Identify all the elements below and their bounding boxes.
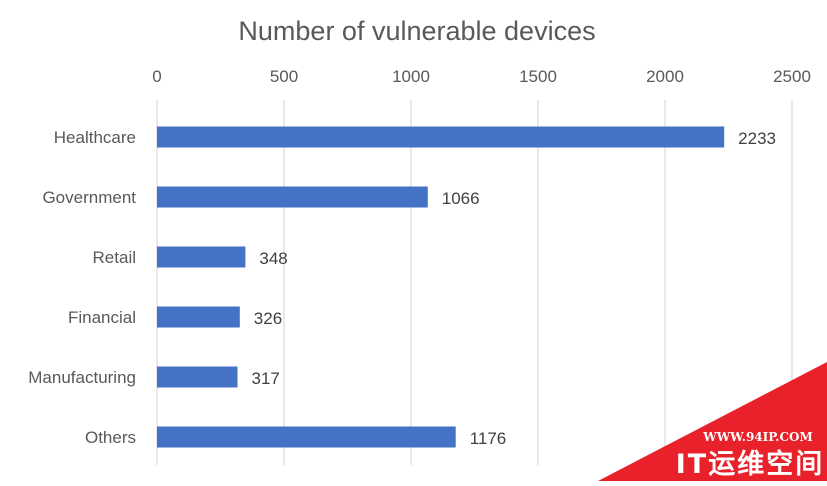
category-label-government: Government [42,188,136,207]
watermark-url: WWW.94IP.COM [702,430,813,444]
gridlines [156,100,793,465]
watermark-red-triangle [598,362,827,481]
category-label-healthcare: Healthcare [54,128,136,147]
data-label-others: 1176 [470,429,507,448]
bars [157,126,725,448]
x-tick-label-2500: 2500 [773,67,811,86]
bar-healthcare [157,126,725,148]
bar-retail [157,246,246,268]
x-tick-label-1000: 1000 [392,67,430,86]
watermark: WWW.94IP.COM IT运维空间 [598,362,827,481]
category-labels: Healthcare Government Retail Financial Manuf… [28,128,136,447]
x-axis-ticks: 0 500 1000 1500 2000 2500 [152,67,811,86]
data-label-financial: 326 [254,309,282,328]
data-labels: 2233 1066 348 326 317 1176 [252,129,776,448]
category-label-others: Others [85,428,136,447]
data-label-government: 1066 [442,189,480,208]
data-label-healthcare: 2233 [738,129,776,148]
bar-financial [157,306,240,328]
x-tick-label-0: 0 [152,67,161,86]
chart-title: Number of vulnerable devices [238,16,595,46]
data-label-manufacturing: 317 [252,369,280,388]
category-label-financial: Financial [68,308,136,327]
category-label-manufacturing: Manufacturing [28,368,136,387]
x-tick-label-2000: 2000 [646,67,684,86]
watermark-brand: IT运维空间 [676,448,824,480]
data-label-retail: 348 [259,249,287,268]
bar-manufacturing [157,366,238,388]
bar-government [157,186,428,208]
bar-others [157,426,456,448]
x-tick-label-1500: 1500 [519,67,557,86]
category-label-retail: Retail [93,248,136,267]
x-tick-label-500: 500 [270,67,298,86]
